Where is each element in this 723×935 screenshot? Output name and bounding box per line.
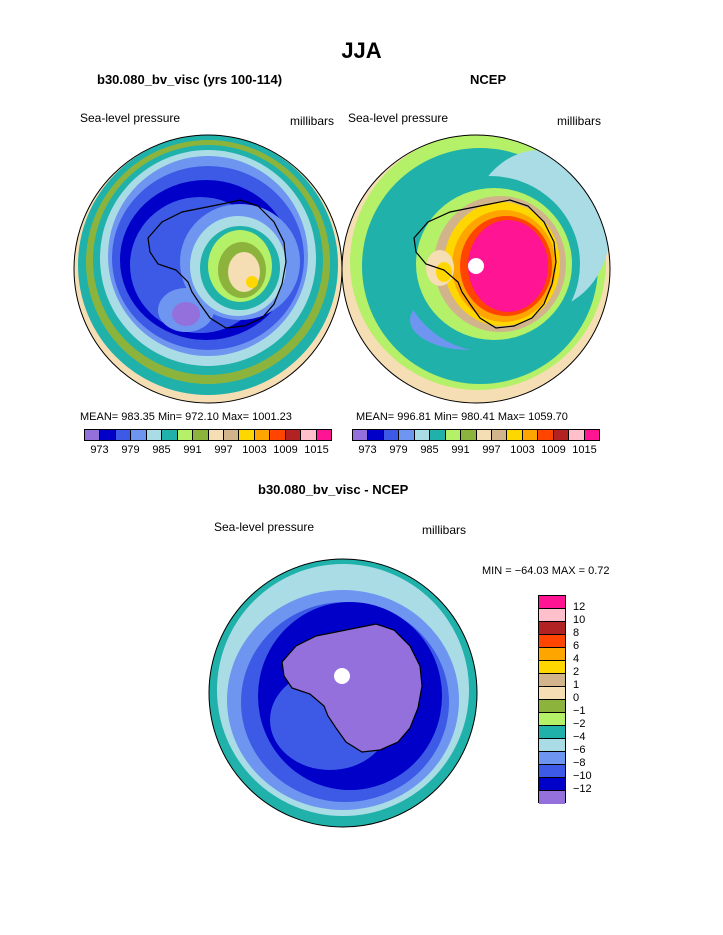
colorbar-swatch: [208, 430, 224, 440]
colorbar-swatch: [539, 687, 565, 700]
colorbar-level-label: −4: [573, 731, 586, 743]
colorbar-level-label: 6: [573, 640, 580, 652]
colorbar-swatch: [223, 430, 240, 440]
colorbar-level-label: −1: [573, 705, 586, 717]
colorbar-swatch: [539, 661, 565, 674]
colorbar-swatch: [539, 648, 565, 661]
colorbar-tick-label: 1015: [572, 444, 597, 456]
colorbar-swatch: [539, 596, 565, 609]
diff-panel-title: b30.080_bv_visc - NCEP: [258, 482, 409, 497]
diff-stats: MIN = −64.03 MAX = 0.72: [482, 565, 610, 577]
colorbar-level-label: 4: [573, 653, 580, 665]
colorbar-swatch: [254, 430, 271, 440]
colorbar-swatch: [445, 430, 462, 440]
colorbar-swatch: [177, 430, 194, 440]
panel1-units-label: millibars: [290, 114, 335, 128]
colorbar-swatch: [270, 430, 286, 440]
colorbar-swatch: [539, 713, 565, 726]
colorbar-swatch: [476, 430, 492, 440]
colorbar-swatch: [539, 700, 565, 713]
colorbar-swatch: [414, 430, 431, 440]
colorbar-swatch: [507, 430, 523, 440]
colorbar-swatch: [491, 430, 508, 440]
panel2-polar-map: [342, 135, 610, 403]
colorbar-swatch: [461, 430, 477, 440]
colorbar-swatch: [584, 430, 599, 440]
colorbar-tick-label: 1003: [242, 444, 267, 456]
colorbar-level-label: −8: [573, 757, 586, 769]
colorbar-level-label: 10: [573, 614, 586, 626]
colorbar-swatch: [430, 430, 446, 440]
colorbar-swatch: [539, 622, 565, 635]
colorbar-swatch: [539, 635, 565, 648]
colorbar-swatch: [85, 430, 101, 440]
colorbar-tick-label: 1009: [541, 444, 566, 456]
diff-colorbar: [538, 595, 566, 804]
colorbar-swatch: [146, 430, 163, 440]
colorbar-level-label: −10: [573, 770, 592, 782]
colorbar-level-label: 0: [573, 692, 580, 704]
panel1-title: b30.080_bv_visc (yrs 100-114): [97, 72, 283, 87]
colorbar-swatch: [383, 430, 400, 440]
colorbar-swatch: [539, 739, 565, 752]
colorbar-level-label: 12: [573, 601, 586, 613]
colorbar-tick-label: 973: [358, 444, 377, 456]
colorbar-swatch: [316, 430, 331, 440]
colorbar-tick-label: 979: [389, 444, 408, 456]
colorbar-swatch: [239, 430, 255, 440]
panel2-units-label: millibars: [557, 114, 602, 128]
colorbar-swatch: [539, 765, 565, 778]
colorbar-tick-label: 973: [90, 444, 109, 456]
colorbar-swatch: [539, 752, 565, 765]
panel1-colorbar: [84, 429, 332, 441]
colorbar-swatch: [368, 430, 384, 440]
panel2-colorbar: [352, 429, 600, 441]
figure-title: JJA: [341, 38, 382, 63]
panel2-variable-label: Sea-level pressure: [348, 111, 449, 125]
colorbar-swatch: [162, 430, 178, 440]
colorbar-tick-label: 979: [121, 444, 140, 456]
colorbar-tick-label: 997: [214, 444, 233, 456]
colorbar-swatch: [301, 430, 317, 440]
panel1-variable-label: Sea-level pressure: [80, 111, 181, 125]
colorbar-tick-label: 985: [420, 444, 439, 456]
colorbar-swatch: [115, 430, 132, 440]
colorbar-level-label: 1: [573, 679, 580, 691]
colorbar-swatch: [522, 430, 539, 440]
colorbar-tick-label: 991: [451, 444, 470, 456]
colorbar-swatch: [539, 726, 565, 739]
colorbar-level-label: −6: [573, 744, 586, 756]
colorbar-swatch: [569, 430, 585, 440]
colorbar-swatch: [131, 430, 147, 440]
colorbar-tick-label: 1015: [304, 444, 329, 456]
colorbar-tick-label: 997: [482, 444, 501, 456]
colorbar-swatch: [100, 430, 116, 440]
colorbar-tick-label: 1009: [273, 444, 298, 456]
diff-polar-map: [209, 559, 477, 827]
colorbar-swatch: [538, 430, 554, 440]
panel1-stats: MEAN= 983.35 Min= 972.10 Max= 1001.23: [80, 411, 292, 423]
panel2-title: NCEP: [470, 72, 507, 87]
diff-variable-label: Sea-level pressure: [214, 520, 315, 534]
colorbar-swatch: [193, 430, 209, 440]
colorbar-swatch: [539, 674, 565, 687]
colorbar-tick-label: 991: [183, 444, 202, 456]
diff-units-label: millibars: [422, 523, 467, 537]
colorbar-level-label: −12: [573, 783, 592, 795]
colorbar-swatch: [539, 609, 565, 622]
colorbar-level-label: 8: [573, 627, 580, 639]
colorbar-level-label: −2: [573, 718, 586, 730]
colorbar-level-label: 2: [573, 666, 580, 678]
panel2-stats: MEAN= 996.81 Min= 980.41 Max= 1059.70: [356, 411, 568, 423]
colorbar-swatch: [553, 430, 570, 440]
colorbar-swatch: [285, 430, 302, 440]
colorbar-tick-label: 985: [152, 444, 171, 456]
colorbar-tick-label: 1003: [510, 444, 535, 456]
colorbar-swatch: [399, 430, 415, 440]
colorbar-swatch: [539, 791, 565, 804]
colorbar-swatch: [353, 430, 369, 440]
colorbar-swatch: [539, 778, 565, 791]
